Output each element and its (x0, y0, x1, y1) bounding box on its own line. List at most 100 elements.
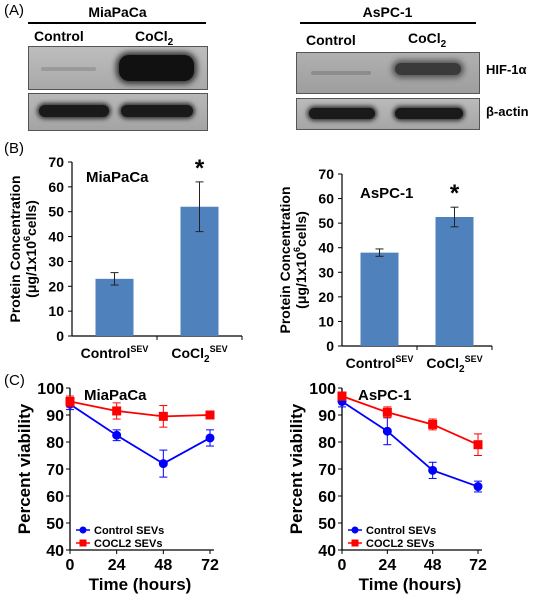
miapaca-viability-chart: 40 50 60 70 80 90 100 0 24 48 72 Control SEVsCOCL2 … (15, 381, 219, 594)
data-point (382, 407, 392, 417)
significance-star: * (450, 180, 460, 207)
aspc-bar-chart: 0 10 20 30 40 50 60 70 ControlSEV * CoCl2SEV AsPC-1… (277, 166, 493, 375)
cocl2-series-line (69, 400, 211, 418)
aspc-hif-blot (296, 52, 480, 94)
y-axis-label-line1: Protein Concentration (277, 186, 293, 333)
aspc-viability-chart: 40 50 60 70 80 90 100 0 24 48 72 Control SEVsCOCL2 … (287, 381, 487, 594)
panel-b-charts: 0 10 20 30 40 50 60 70 ControlSEV * CoCl2SEV MiaPaC… (7, 154, 493, 375)
data-point (473, 482, 483, 492)
miapaca-actin-blot (28, 93, 208, 131)
data-point (205, 433, 215, 443)
y-tick-label: 70 (46, 462, 64, 479)
bar (360, 252, 399, 346)
y-axis-label-line2: (μg/1x106cells) (292, 211, 309, 309)
y-tick-label: 50 (318, 215, 334, 231)
y-tick-label: 100 (37, 381, 64, 398)
x-tick-label: 24 (378, 557, 396, 574)
x-tick-label: 0 (66, 557, 75, 574)
actin-row-label: β-actin (486, 104, 529, 119)
y-tick-label: 60 (318, 191, 334, 207)
legend-marker (351, 539, 359, 547)
aspc-lane-control: Control (306, 32, 356, 48)
control-series-line (69, 403, 211, 465)
data-point (158, 459, 168, 469)
x-category-label: ControlSEV (346, 354, 414, 371)
y-tick-label: 100 (309, 381, 336, 398)
chart-title: AsPC-1 (360, 185, 413, 202)
hif-row-label: HIF-1α (486, 62, 527, 77)
y-axis-label: Percent viability (287, 403, 306, 534)
x-axis-label: Time (hours) (89, 575, 192, 594)
x-axis-label: Time (hours) (359, 575, 462, 594)
miapaca-lane-control: Control (34, 28, 84, 44)
data-point (65, 397, 75, 406)
y-tick-label: 60 (48, 179, 64, 195)
legend-marker (79, 539, 87, 547)
miapaca-blot-title: MiaPaCa (88, 4, 147, 20)
y-tick-label: 30 (318, 264, 334, 280)
x-tick-label: 72 (201, 557, 219, 574)
chart-title: MiaPaCa (84, 387, 147, 404)
y-tick-label: 0 (326, 338, 334, 354)
panel-a-letter: (A) (4, 2, 24, 19)
legend-marker (351, 526, 359, 534)
significance-star: * (195, 155, 205, 182)
bar (435, 217, 474, 346)
cocl2-series-line (341, 395, 479, 446)
bar (95, 278, 134, 336)
x-category-label: ControlSEV (81, 344, 149, 361)
panel-c-letter: (C) (4, 372, 25, 389)
data-point (428, 419, 438, 429)
y-tick-label: 40 (318, 543, 336, 560)
aspc-hif-band-cocl2 (395, 63, 461, 75)
y-tick-label: 40 (48, 229, 64, 245)
y-tick-label: 40 (318, 240, 334, 256)
y-tick-label: 60 (46, 489, 64, 506)
y-tick-label: 80 (318, 435, 336, 452)
control-series-line (341, 400, 479, 488)
aspc-lane-cocl2: CoCl2 (408, 30, 447, 50)
y-tick-label: 30 (48, 253, 64, 269)
y-tick-label: 50 (318, 516, 336, 533)
data-point (158, 411, 168, 421)
x-tick-label: 0 (338, 557, 347, 574)
aspc-blot-title: AsPC-1 (362, 4, 413, 20)
legend-label: COCL2 SEVs (94, 538, 162, 550)
data-point (205, 410, 215, 420)
miapaca-bar-chart: 0 10 20 30 40 50 60 70 ControlSEV * CoCl2SEV MiaPaC… (7, 154, 243, 365)
data-point (428, 465, 438, 475)
x-tick-label: 72 (469, 557, 487, 574)
data-point (337, 391, 347, 401)
legend-label: Control SEVs (94, 525, 164, 537)
y-tick-label: 50 (46, 516, 64, 533)
y-tick-label: 10 (48, 303, 64, 319)
x-category-label: CoCl2SEV (171, 344, 227, 365)
miapaca-hif-band-cocl2 (119, 55, 194, 81)
legend-marker (79, 526, 87, 534)
y-tick-label: 20 (48, 278, 64, 294)
y-tick-label: 60 (318, 489, 336, 506)
y-tick-label: 80 (46, 435, 64, 452)
aspc-actin-band-cocl2 (395, 108, 463, 119)
legend-label: Control SEVs (366, 525, 436, 537)
miapaca-hif-blot (28, 46, 208, 90)
miapaca-title-underline (28, 22, 206, 24)
y-tick-label: 90 (46, 408, 64, 425)
y-tick-label: 20 (318, 289, 334, 305)
y-axis-label: Percent viability (15, 403, 34, 534)
data-point (112, 406, 122, 416)
miapaca-actin-band-cocl2 (121, 105, 193, 117)
y-tick-label: 70 (318, 462, 336, 479)
y-tick-label: 70 (318, 166, 334, 182)
chart-title: AsPC-1 (358, 387, 411, 404)
y-tick-label: 0 (56, 328, 64, 344)
y-tick-label: 50 (48, 204, 64, 220)
chart-title: MiaPaCa (86, 169, 149, 186)
aspc-title-underline (300, 22, 476, 24)
aspc-hif-band-control (311, 71, 371, 75)
y-axis-label-line1: Protein Concentration (7, 175, 23, 322)
data-point (112, 430, 122, 440)
aspc-actin-blot (296, 98, 480, 130)
y-tick-label: 70 (48, 154, 64, 170)
